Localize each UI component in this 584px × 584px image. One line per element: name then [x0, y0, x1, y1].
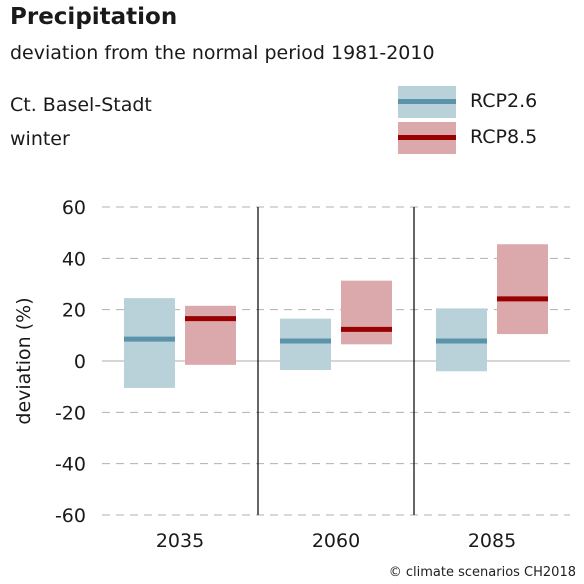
range-box-rcp26-2035	[124, 298, 175, 388]
range-box-rcp85-2035	[185, 305, 236, 365]
chart-title: Precipitation	[10, 4, 178, 30]
legend-label-rcp26: RCP2.6	[470, 90, 538, 112]
legend-line-rcp26	[398, 99, 456, 104]
y-tick-label: 20	[62, 300, 86, 322]
y-tick-label: -60	[55, 505, 86, 527]
season-label: winter	[10, 128, 70, 150]
legend-label-rcp85: RCP8.5	[470, 126, 538, 148]
x-tick-label: 2060	[312, 530, 360, 552]
y-tick-label: 40	[62, 248, 86, 270]
legend: RCP2.6 RCP8.5	[398, 86, 578, 156]
y-tick-label: 60	[62, 197, 86, 219]
region-label: Ct. Basel-Stadt	[10, 94, 152, 116]
credit-text: © climate scenarios CH2018	[388, 565, 576, 580]
x-tick-label: 2085	[468, 530, 516, 552]
chart-subtitle: deviation from the normal period 1981-20…	[10, 42, 435, 64]
range-box-rcp85-2060	[341, 280, 392, 345]
range-box-rcp85-2085	[497, 244, 548, 335]
y-tick-label: -40	[55, 454, 86, 476]
x-tick-label: 2035	[156, 530, 204, 552]
y-tick-label: -20	[55, 402, 86, 424]
y-axis-label: deviation (%)	[13, 297, 35, 424]
legend-item-rcp26: RCP2.6	[398, 86, 578, 118]
legend-line-rcp85	[398, 135, 456, 140]
y-tick-label: 0	[74, 351, 86, 373]
range-box-rcp26-2060	[280, 318, 331, 370]
legend-item-rcp85: RCP8.5	[398, 122, 578, 154]
